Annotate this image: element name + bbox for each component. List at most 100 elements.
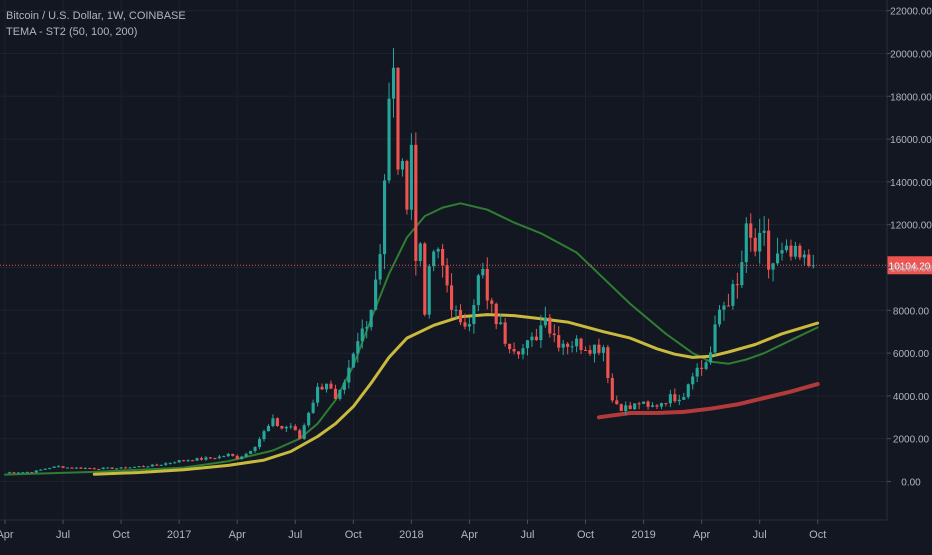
candle-body [16,472,20,474]
y-tick-label: 6000.00 [893,349,930,360]
last-price-label: 10104.20 [889,261,931,272]
candle-body [771,263,775,270]
y-tick-label: 8000.00 [893,306,930,317]
candle-body [432,251,436,267]
candle-body [436,248,440,252]
candle-body [115,468,119,470]
candle-body [168,462,172,464]
candle-body [758,232,762,252]
candle-body [204,457,208,460]
candle-body [793,245,797,257]
candle-body [722,305,726,310]
candle-body [190,460,195,462]
candle-body [775,253,780,264]
candle-body [289,426,293,428]
candle-body [481,268,485,276]
candle-body [780,250,784,254]
candle-body [48,467,52,469]
candle-body [30,472,34,474]
candle-body [333,388,338,399]
candle-body [673,394,677,402]
candle-body [101,467,105,470]
candle-body [231,453,235,456]
candle-body [494,303,498,325]
candle-body [383,180,387,255]
candle-body [240,456,244,459]
candle-body [12,472,16,474]
candle-body [646,401,650,407]
candle-body [548,317,552,334]
candle-body [34,470,38,473]
candle-body [271,418,275,426]
candle-body [298,430,302,439]
candle-body [342,382,346,390]
candle-body [592,344,597,354]
candle-body [159,464,163,466]
candle-body [293,426,297,431]
candle-body [802,254,806,258]
x-tick-label: Apr [693,529,710,541]
candle-body [463,322,467,327]
candle-body [307,412,311,426]
candle-body [124,467,128,469]
candle-body [516,351,521,355]
candle-body [173,462,177,464]
candle-body [360,328,364,342]
candle-body [427,266,431,315]
candle-body [199,458,204,460]
series-line [596,382,820,420]
candle-body [244,453,248,457]
candle-body [798,245,802,258]
candle-body [700,367,704,369]
candle-body [744,223,748,263]
candle-body [628,405,632,410]
y-tick-label: 4000.00 [893,392,930,403]
candle-body [508,343,512,350]
candle-body [503,322,507,344]
candle-body [222,456,226,458]
candle-body [119,467,123,469]
legend: Bitcoin / U.S. Dollar, 1W, COINBASE TEMA… [6,8,186,40]
candle-body [213,458,217,460]
candle-body [7,472,12,474]
candle-body [534,336,538,341]
candle-body [177,460,181,463]
candle-body [280,425,284,429]
candle-body [365,327,369,329]
candle-body [320,386,324,390]
x-tick-label: 2017 [167,529,191,541]
candle-body [235,455,239,459]
candle-body [749,223,753,238]
candle-body [208,457,212,459]
x-tick-label: 2019 [631,529,655,541]
candle-body [682,397,686,400]
candle-body [445,265,449,286]
x-tick-label: Jul [520,529,534,541]
candle-body [423,243,427,315]
candles [7,47,815,474]
candle-body [414,144,418,261]
y-tick-label: 22000.00 [890,7,932,18]
x-tick-label: Apr [0,529,14,541]
candle-body [557,335,561,348]
candle-body [454,309,458,311]
candle-body [83,468,87,470]
candle-body [324,383,329,390]
candle-body [525,340,530,349]
y-tick-label: 20000.00 [890,49,932,60]
candle-body [485,268,489,301]
candle-body [561,343,565,348]
candle-body [262,431,266,440]
y-tick-label: 14000.00 [890,178,932,189]
candle-body [740,262,744,286]
candle-body [329,383,333,389]
candle-body [579,338,583,350]
x-tick-label: Apr [229,529,246,541]
candle-body [601,347,605,353]
candle-body [619,404,623,412]
candle-body [400,160,405,170]
candle-body [668,394,672,404]
y-tick-label: 16000.00 [890,135,932,146]
candle-body [146,466,150,468]
